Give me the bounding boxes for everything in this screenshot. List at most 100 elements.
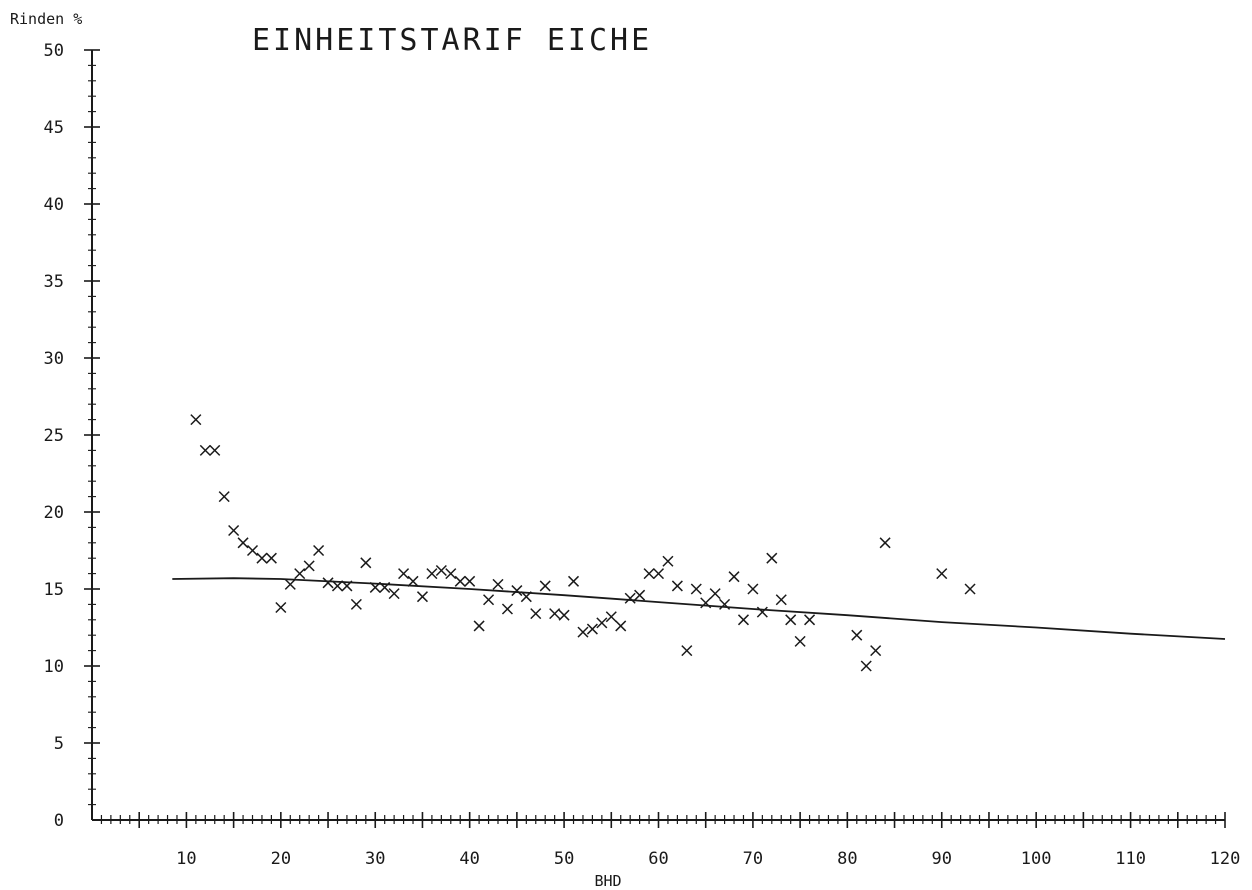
data-point bbox=[435, 564, 447, 577]
data-point bbox=[756, 606, 768, 618]
data-point bbox=[624, 592, 636, 604]
data-point bbox=[577, 626, 589, 638]
data-point bbox=[322, 577, 334, 589]
data-point bbox=[303, 560, 315, 572]
data-point bbox=[690, 583, 702, 595]
data-point bbox=[747, 583, 759, 595]
data-point bbox=[586, 623, 598, 635]
chart-title: EINHEITSTARIF EICHE bbox=[252, 23, 652, 58]
x-tick-label: 40 bbox=[459, 849, 479, 869]
y-tick-label: 40 bbox=[44, 195, 64, 215]
x-tick-label: 100 bbox=[1021, 849, 1052, 869]
x-axis-label: BHD bbox=[594, 872, 621, 890]
data-point bbox=[218, 491, 230, 503]
data-point bbox=[398, 568, 410, 580]
data-point bbox=[294, 568, 306, 580]
data-point bbox=[737, 614, 750, 626]
data-point bbox=[634, 589, 646, 601]
data-point bbox=[190, 414, 202, 426]
data-point bbox=[652, 568, 665, 580]
data-point bbox=[426, 568, 438, 580]
data-point bbox=[246, 544, 259, 557]
y-tick-label: 30 bbox=[44, 349, 64, 369]
y-tick-label: 10 bbox=[44, 657, 64, 677]
x-tick-label: 20 bbox=[271, 849, 291, 869]
data-point bbox=[464, 575, 476, 587]
x-tick-label: 90 bbox=[932, 849, 952, 869]
data-point bbox=[530, 608, 542, 620]
data-point bbox=[766, 552, 778, 564]
data-point bbox=[237, 537, 249, 549]
data-points bbox=[190, 414, 976, 672]
y-axis-label: Rinden % bbox=[10, 10, 82, 28]
data-point bbox=[596, 617, 608, 629]
data-point bbox=[539, 580, 551, 592]
data-point bbox=[879, 537, 891, 549]
data-point bbox=[728, 571, 740, 583]
x-tick-label: 120 bbox=[1210, 849, 1241, 869]
data-point bbox=[662, 555, 674, 567]
data-point bbox=[228, 524, 240, 537]
x-tick-label: 10 bbox=[176, 849, 196, 869]
y-tick-label: 5 bbox=[54, 734, 64, 754]
x-tick-label: 60 bbox=[648, 849, 668, 869]
data-point bbox=[501, 603, 513, 615]
data-point bbox=[473, 620, 485, 632]
y-tick-label: 20 bbox=[44, 503, 64, 523]
data-point bbox=[379, 581, 391, 593]
data-point bbox=[558, 609, 570, 621]
data-point bbox=[454, 575, 466, 587]
ticks: 10 20 30 40 50 60 70 80 90 100 110 120 0 5 10 15 20 25 30 3… bbox=[44, 41, 1241, 869]
x-tick-label: 70 bbox=[743, 849, 763, 869]
data-point bbox=[775, 594, 787, 606]
data-point bbox=[671, 580, 683, 592]
y-tick-label: 50 bbox=[44, 41, 64, 61]
data-point bbox=[964, 583, 976, 595]
data-point bbox=[870, 645, 882, 657]
data-point bbox=[520, 591, 532, 603]
y-tick-label: 0 bbox=[54, 811, 64, 831]
data-point bbox=[313, 544, 325, 557]
data-point bbox=[605, 611, 617, 623]
x-tick-label: 30 bbox=[365, 849, 385, 869]
data-point bbox=[483, 594, 495, 606]
data-point bbox=[199, 444, 211, 456]
y-tick-label: 25 bbox=[44, 426, 64, 446]
x-tick-label: 50 bbox=[554, 849, 574, 869]
y-tick-label: 35 bbox=[44, 272, 64, 292]
data-point bbox=[369, 581, 381, 593]
data-point bbox=[936, 568, 948, 580]
axes bbox=[91, 50, 1225, 821]
data-point bbox=[860, 660, 872, 672]
y-tick-label: 15 bbox=[44, 580, 64, 600]
data-point bbox=[350, 598, 362, 610]
data-point bbox=[388, 588, 400, 600]
x-tick-label: 110 bbox=[1115, 849, 1146, 869]
data-point bbox=[331, 580, 344, 592]
data-point bbox=[492, 578, 504, 590]
data-point bbox=[615, 620, 627, 632]
data-point bbox=[643, 568, 655, 580]
data-point bbox=[567, 575, 580, 587]
data-point bbox=[700, 597, 712, 609]
data-point bbox=[416, 591, 428, 603]
data-point bbox=[794, 635, 806, 647]
data-point bbox=[256, 552, 268, 564]
data-point bbox=[445, 568, 457, 580]
data-point bbox=[804, 614, 816, 626]
data-point bbox=[709, 588, 721, 600]
y-tick-label: 45 bbox=[44, 118, 64, 138]
data-point bbox=[284, 578, 296, 590]
data-point bbox=[719, 598, 731, 610]
data-point bbox=[265, 552, 277, 564]
data-point bbox=[360, 557, 372, 569]
x-tick-label: 80 bbox=[837, 849, 857, 869]
data-point bbox=[785, 614, 797, 626]
data-point bbox=[549, 608, 561, 620]
data-point bbox=[681, 645, 693, 657]
data-point bbox=[851, 629, 863, 641]
data-point bbox=[511, 585, 523, 597]
data-point bbox=[209, 444, 221, 456]
trend-line bbox=[172, 577, 1226, 640]
